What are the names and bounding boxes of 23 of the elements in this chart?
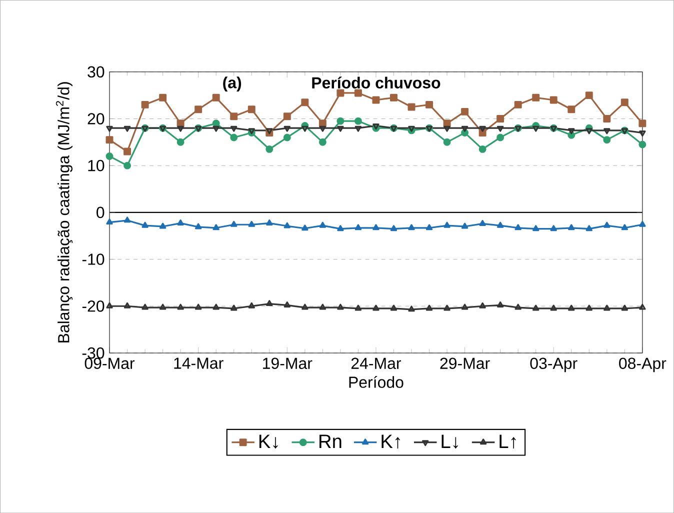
y-tick-label: -30 <box>82 347 104 359</box>
annotation: (a) <box>223 76 242 92</box>
legend-label: L↑ <box>500 434 516 448</box>
y-tick-label: 20 <box>88 113 104 124</box>
x-tick-label: 14-Mar <box>174 358 224 369</box>
y-tick-label: 10 <box>88 160 104 172</box>
y-tick-label: -10 <box>82 254 104 265</box>
legend-label: K↑ <box>382 434 400 448</box>
x-axis-title: Período <box>349 376 404 388</box>
legend-label: L↓ <box>442 434 458 448</box>
y-tick-label: -20 <box>82 300 104 312</box>
y-tick-label: 30 <box>88 66 104 78</box>
x-tick-label: 09-Mar <box>84 358 135 369</box>
legend-label: Rn <box>320 434 342 448</box>
x-tick-label: 24-Mar <box>351 358 402 369</box>
x-tick-label: 19-Mar <box>263 358 312 369</box>
legend-label: K↓ <box>259 434 278 448</box>
y-tick-label: 0 <box>96 206 104 218</box>
chart-title: Período chuvoso <box>312 76 440 88</box>
x-tick-label: 29-Mar <box>440 358 490 369</box>
x-tick-label: 08-Apr <box>619 358 666 372</box>
x-tick-label: 03-Apr <box>530 358 578 372</box>
y-axis-title: Balanço radiação caatinga (MJ/m$^{2}$/d) <box>56 82 73 342</box>
